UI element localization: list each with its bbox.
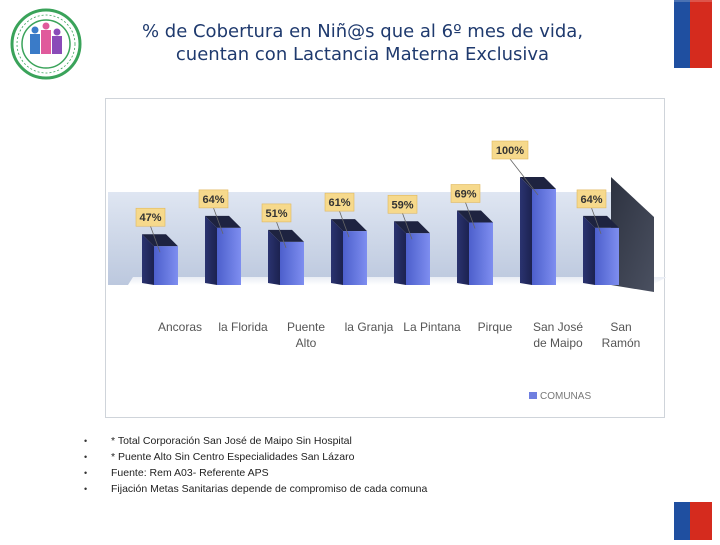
category-label: San [610,320,631,334]
category-label: la Florida [218,320,268,334]
bar-top [394,221,430,234]
bar-top [268,229,304,242]
seal-logo-icon [10,8,82,80]
bullet-icon: • [84,452,88,462]
note-item: • * Puente Alto Sin Centro Especialidades… [84,449,444,465]
note-text: * Total Corporación San José de Maipo Si… [111,435,352,447]
title-line-2: cuentan con Lactancia Materna Exclusiva [175,44,550,65]
bar-top [331,219,367,232]
data-label-box [387,194,418,214]
data-label: 100% [496,145,524,157]
data-label: 51% [265,208,287,220]
data-label-leader [339,210,350,238]
bar-front [217,227,241,285]
note-item: • Fijación Metas Sanitarias depende de co… [84,481,444,497]
bar-top [583,215,619,228]
note-item: • * Total Corporación San José de Maipo S… [84,433,444,449]
data-label-box [450,184,481,203]
page-title: % de Cobertura en Niñ@s que al 6º mes de… [90,20,635,66]
data-label-box [261,203,292,223]
category-label: Alto [296,336,317,350]
bar-top [205,215,241,228]
bar-side [457,210,469,285]
bullet-icon: • [84,468,88,478]
legend-label: COMUNAS [540,391,591,402]
bar-side [268,229,280,285]
bar-front [595,227,619,285]
title-line-1: % de Cobertura en Niñ@s que al 6º mes de… [141,21,584,42]
note-text: * Puente Alto Sin Centro Especialidades … [111,451,355,463]
chart-container: 47% 64% 51% 61% 59% 69% 100% 64% Ancoras la Flor… [105,98,666,418]
notes-list: • * Total Corporación San José de Maipo S… [84,433,444,497]
chart-side-wall [611,177,654,292]
data-label-leader [465,202,476,229]
bar-side [583,215,595,285]
bullet-icon: • [84,436,88,446]
bar [142,234,178,285]
data-label-leader [213,207,224,235]
category-label: Puente [287,320,325,334]
bar-front [343,231,367,285]
data-label-box [198,189,229,209]
data-label-box [135,207,166,227]
note-item: • Fuente: Rem A03- Referente APS [84,465,444,481]
bar-front [154,246,178,285]
data-label-leader [591,207,602,235]
data-label: 69% [454,188,476,200]
data-label-leader [150,226,161,253]
data-label: 59% [391,199,413,211]
bar-chart: 47% 64% 51% 61% 59% 69% 100% 64% Ancoras la Flor… [108,140,666,402]
data-label-box [491,140,529,160]
flag-top-decoration [674,0,712,68]
bar-side [394,221,406,285]
legend-swatch-icon [529,392,537,399]
bar-side [205,215,217,285]
data-label: 64% [202,194,224,206]
note-text: Fuente: Rem A03- Referente APS [111,467,269,479]
category-label: Ancoras [158,320,202,334]
data-label-box [576,189,607,209]
bar [268,229,304,285]
category-label: San José [533,320,583,334]
data-label-box [324,192,355,212]
bar-side [142,234,154,285]
bar [583,215,619,285]
bar-front [280,241,304,285]
flag-bottom-decoration [674,502,712,540]
bar-front [469,222,493,285]
bar-side [331,219,343,285]
data-label-leader [509,158,539,196]
bar-top [142,234,178,247]
bar [331,219,367,285]
category-label: Ramón [602,336,641,350]
bar [457,210,493,285]
bar-front [406,233,430,285]
data-label: 64% [580,194,602,206]
data-label-leader [276,221,287,249]
note-text: Fijación Metas Sanitarias depende de com… [111,483,428,495]
data-label: 61% [328,197,350,209]
bullet-icon: • [84,484,88,494]
data-label: 47% [139,212,161,224]
category-label: Pirque [478,320,513,334]
data-label-leader [402,213,413,240]
bar-front [532,189,556,285]
bar-top [457,210,493,223]
bar [520,177,556,285]
bar-side [520,177,532,285]
bar [205,215,241,285]
category-label: de Maipo [533,336,583,350]
category-label: La Pintana [403,320,461,334]
bar [394,221,430,285]
category-label: la Granja [345,320,394,334]
bar-top [520,177,556,189]
